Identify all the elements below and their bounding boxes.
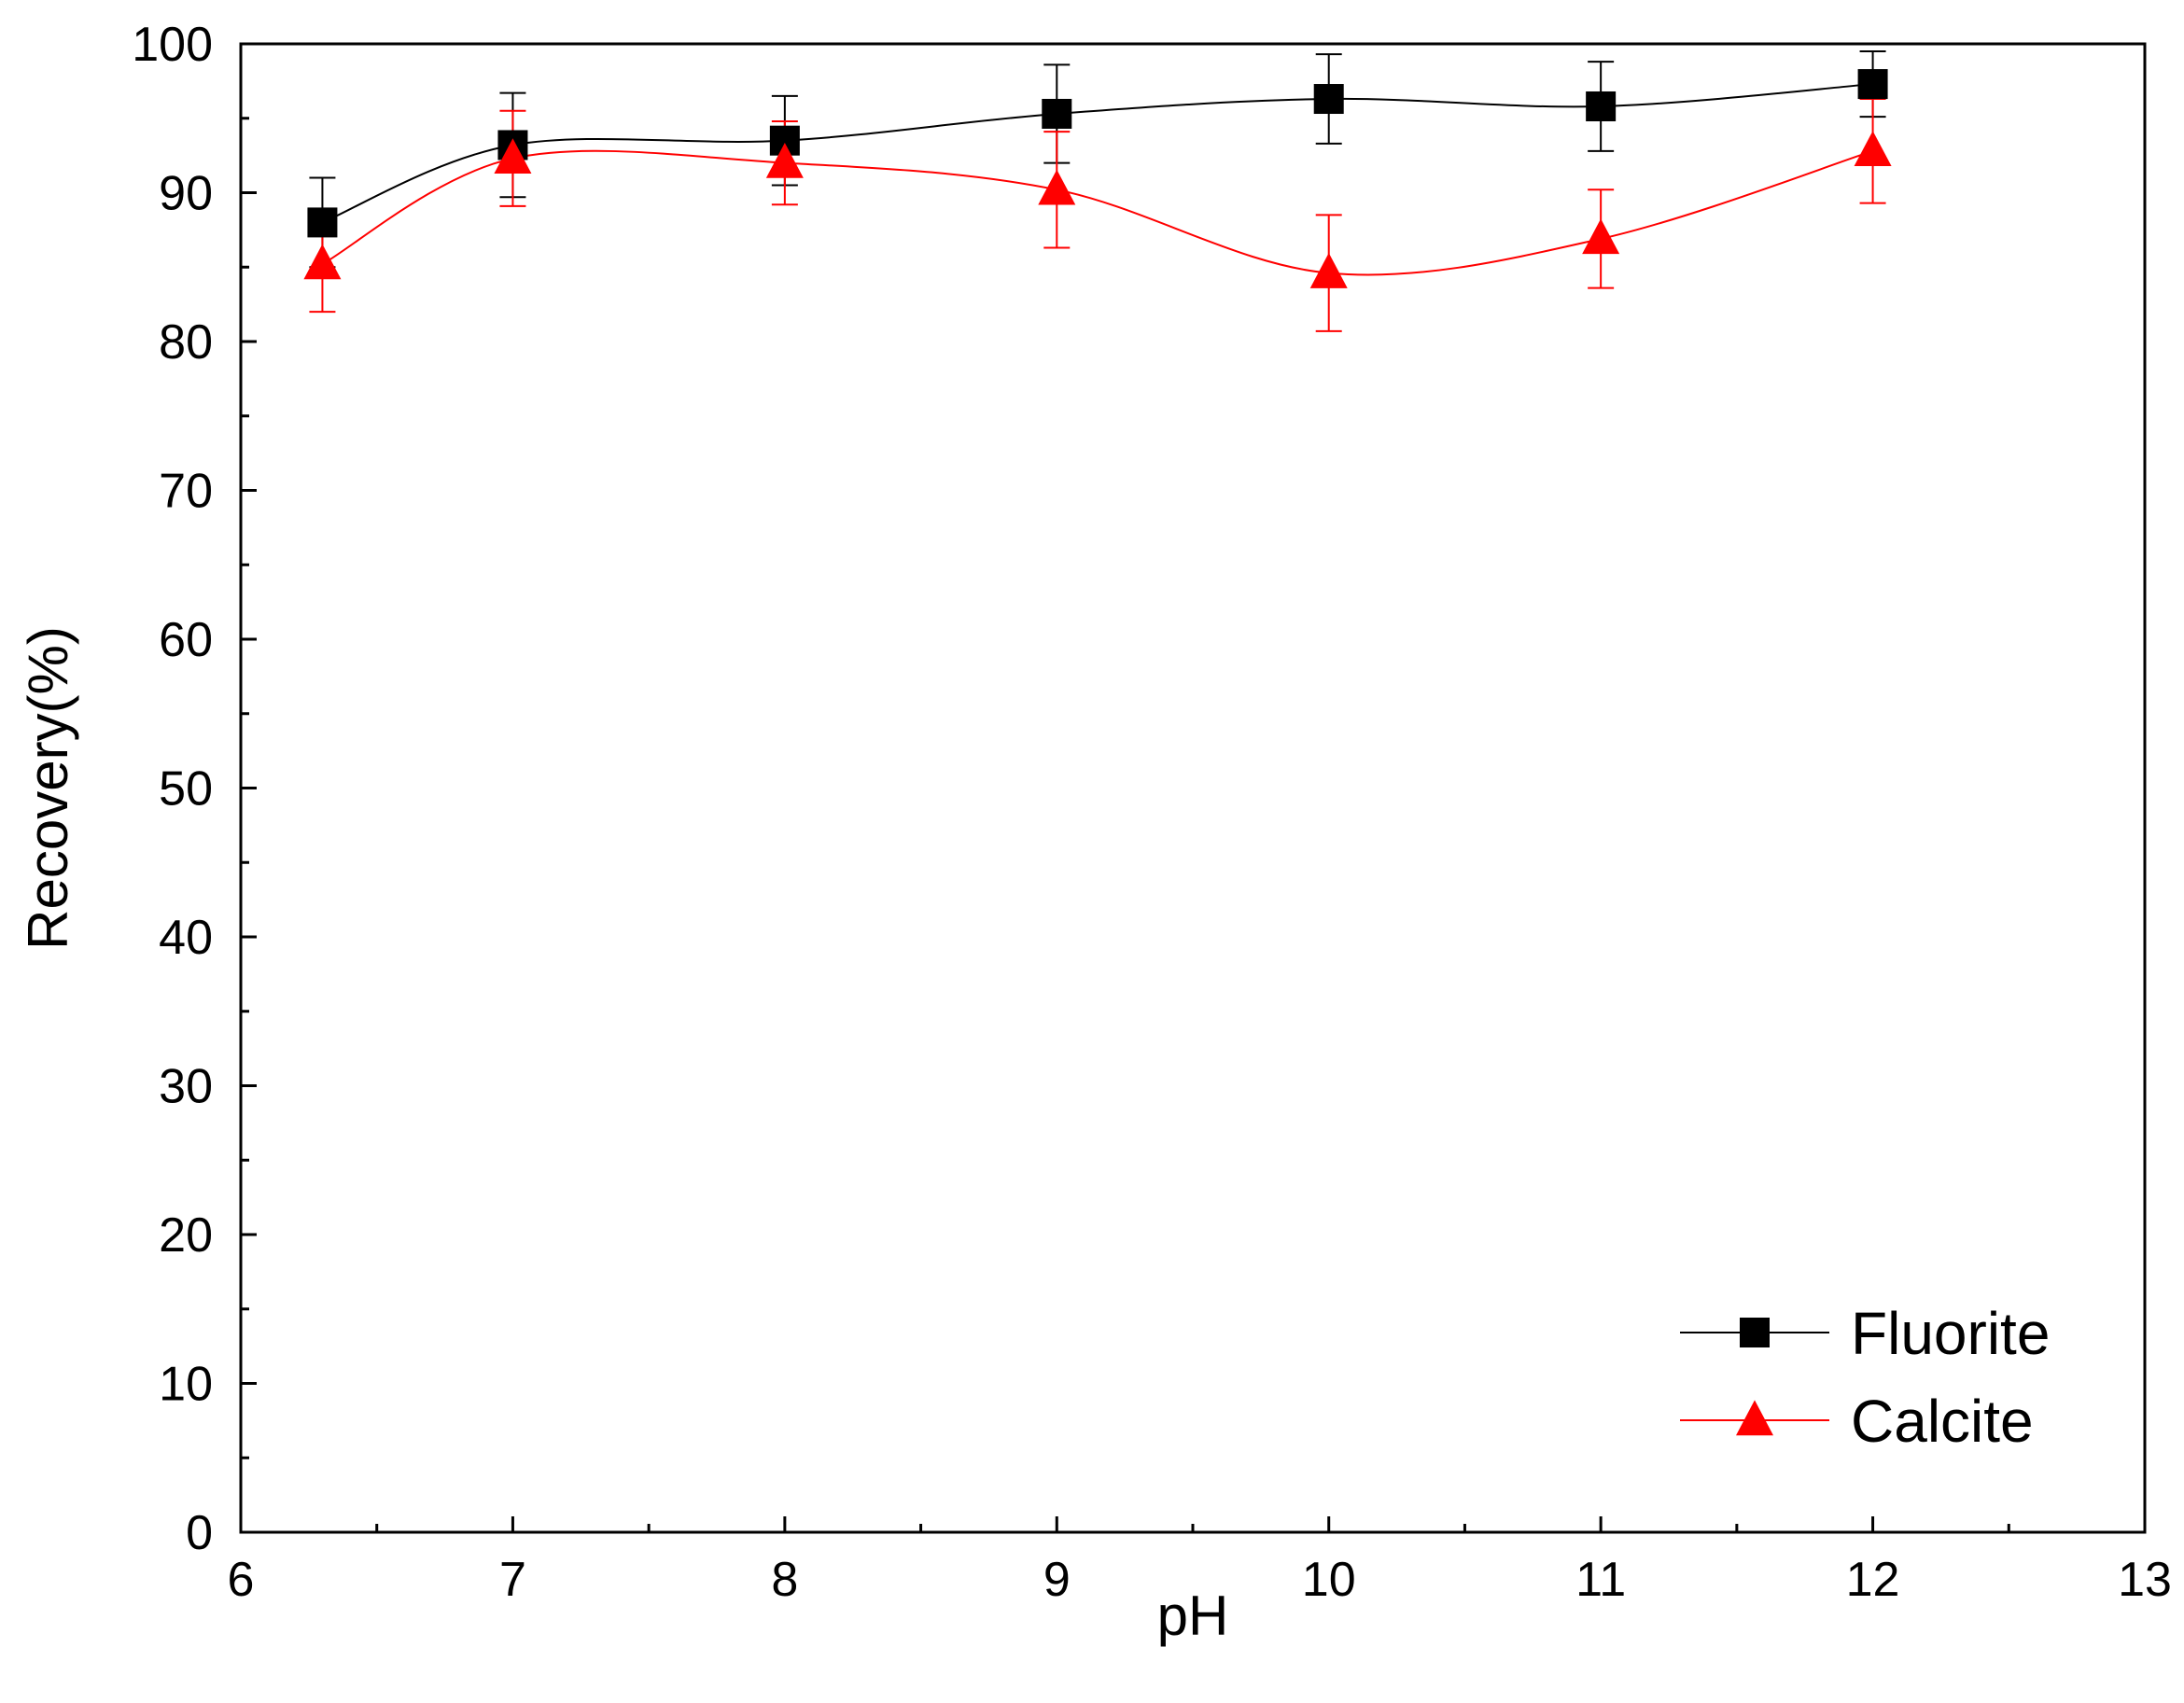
calcite-point [1854,131,1892,167]
x-tick-label: 9 [1043,1553,1071,1607]
axes: 6 7 8 9 10 11 12 13 0 10 20 30 40 50 60 70 80 90 100 [132,18,2172,1607]
x-tick-label: 11 [1575,1553,1626,1607]
x-tick-label: 10 [1302,1553,1356,1607]
y-tick-label: 100 [132,18,213,72]
y-tick-label: 90 [159,167,213,221]
y-tick-label: 70 [159,465,213,519]
calcite-point [303,244,342,280]
y-tick-label: 0 [186,1506,213,1560]
fluorite-point [307,207,338,238]
series-curves [321,83,1873,276]
calcite-point [1309,253,1348,288]
x-tick-label: 7 [499,1553,526,1607]
calcite-point [765,143,804,178]
y-tick-label: 80 [159,315,213,370]
legend-calcite-label: Calcite [1851,1388,2034,1455]
legend-fluorite-label: Fluorite [1851,1300,2050,1367]
y-tick-label: 10 [159,1358,213,1412]
y-tick-label: 40 [159,911,213,965]
y-tick-label: 50 [159,762,213,817]
y-tick-label: 20 [159,1208,213,1263]
y-axis-title: Recovery(%) [17,626,79,950]
error-bars [309,49,1886,332]
fluorite-point [1042,98,1072,129]
legend: Fluorite Calcite [1680,1300,2050,1455]
x-tick-label: 8 [771,1553,798,1607]
calcite-point [1582,218,1620,255]
legend-fluorite-marker [1740,1318,1770,1347]
fluorite-point [1313,84,1344,115]
calcite-curve [321,149,1873,276]
calcite-point [1038,169,1076,205]
x-tick-label: 13 [2118,1553,2172,1607]
y-tick-label: 60 [159,613,213,667]
data-markers [303,69,1892,288]
fluorite-point [1586,91,1617,121]
calcite-point [494,138,532,174]
legend-calcite-marker [1736,1400,1773,1436]
x-tick-label: 12 [1846,1553,1900,1607]
fluorite-point [1857,69,1888,100]
y-tick-label: 30 [159,1060,213,1114]
x-axis-title: pH [1157,1584,1229,1647]
x-tick-label: 6 [228,1553,255,1607]
